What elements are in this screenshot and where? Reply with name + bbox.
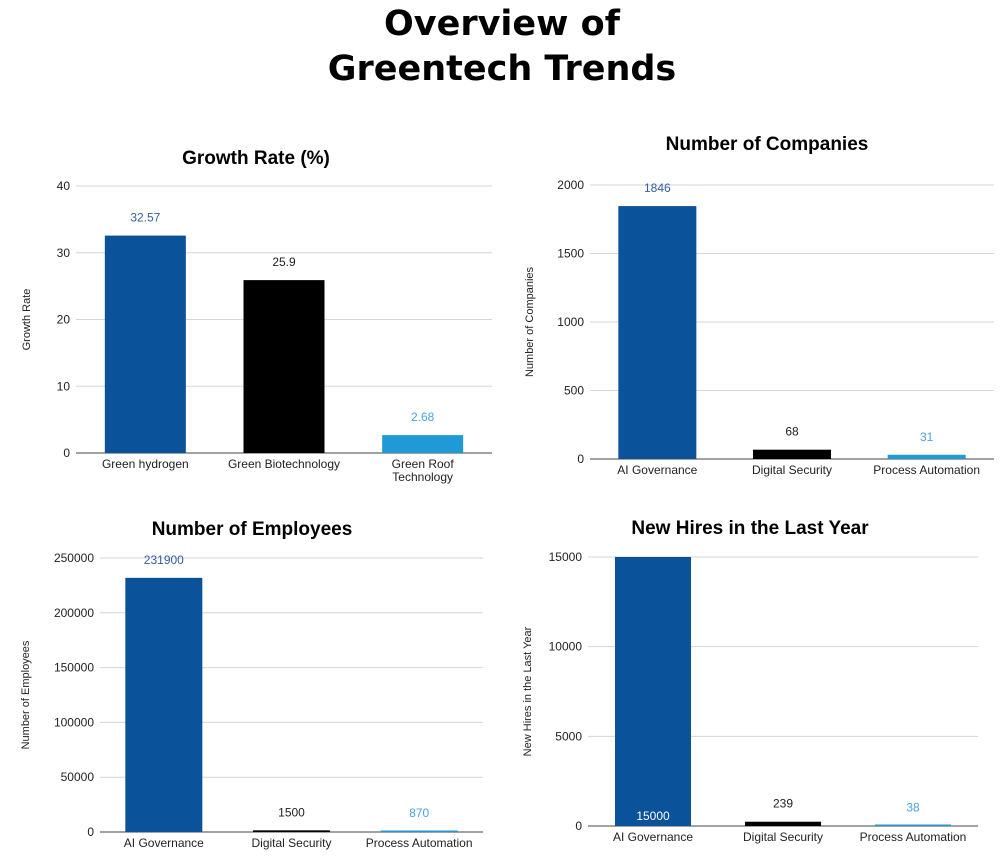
x-tick-label: Digital Security	[743, 830, 823, 844]
new-hires-chart: New Hires in the Last Year 0 5000 10000 1500…	[522, 518, 978, 844]
y-tick-label: 1500	[557, 247, 584, 261]
x-tick-label: Green Biotechnology	[228, 457, 340, 471]
chart-title: New Hires in the Last Year	[631, 518, 869, 539]
data-label: 1846	[644, 181, 671, 195]
number-of-employees-chart: Number of Employees 0 50000 100000 150000 200…	[20, 519, 483, 850]
x-tick-label: Process Automation	[366, 836, 473, 850]
y-tick-label: 40	[57, 179, 71, 193]
data-label: 38	[906, 800, 920, 814]
bar	[380, 830, 458, 832]
x-tick-label: AI Governance	[617, 463, 697, 477]
y-axis-label: New Hires in the Last Year	[522, 626, 534, 756]
y-tick-label: 100000	[54, 715, 94, 729]
chart-title: Number of Employees	[152, 519, 353, 540]
y-tick-label: 0	[63, 446, 70, 460]
bar	[253, 830, 330, 832]
y-tick-label: 10000	[549, 640, 583, 654]
data-label: 1500	[278, 805, 305, 819]
y-tick-label: 250000	[54, 551, 94, 565]
chart-title: Growth Rate (%)	[182, 148, 330, 169]
bar	[753, 449, 831, 459]
data-label: 870	[409, 806, 429, 820]
x-tick-label: Process Automation	[873, 463, 980, 477]
data-label: 68	[785, 425, 799, 439]
x-tick-label: Technology	[392, 470, 453, 484]
y-tick-label: 5000	[555, 729, 582, 743]
bar	[243, 280, 325, 453]
y-tick-label: 0	[87, 825, 94, 839]
y-tick-label: 20	[57, 313, 71, 327]
data-label: 239	[773, 797, 793, 811]
y-tick-label: 50000	[61, 770, 95, 784]
y-tick-label: 15000	[549, 550, 583, 564]
x-tick-label: Green hydrogen	[102, 457, 189, 471]
page-title-line-2: Greentech Trends	[327, 49, 677, 89]
bar	[615, 557, 691, 826]
data-label: 31	[920, 430, 934, 444]
y-tick-label: 30	[57, 246, 71, 260]
x-tick-label: AI Governance	[124, 836, 204, 850]
y-tick-label: 500	[564, 384, 584, 398]
y-axis-label: Number of Companies	[524, 266, 536, 377]
y-tick-label: 1000	[557, 315, 584, 329]
y-tick-label: 0	[577, 452, 584, 466]
bar	[875, 824, 951, 826]
bar	[618, 206, 697, 459]
y-tick-label: 10	[57, 379, 71, 393]
x-tick-label: Digital Security	[752, 463, 832, 477]
page-title: Overview of Greentech Trends	[0, 2, 1004, 92]
bar	[887, 454, 966, 459]
x-tick-label: Green Roof	[392, 457, 455, 471]
y-tick-label: 200000	[54, 606, 94, 620]
growth-rate-chart: Growth Rate (%) 0 10 20 30 40 Growth Rate Green…	[21, 148, 492, 484]
y-tick-label: 150000	[54, 661, 94, 675]
data-label: 15000	[636, 809, 670, 823]
data-label: 2.68	[411, 410, 435, 424]
y-axis-label: Growth Rate	[21, 289, 33, 351]
data-label: 25.9	[272, 255, 296, 269]
x-tick-label: AI Governance	[613, 830, 693, 844]
y-tick-label: 2000	[557, 178, 584, 192]
x-tick-label: Digital Security	[251, 836, 331, 850]
bar	[745, 821, 821, 826]
y-tick-label: 0	[575, 819, 582, 833]
page-title-line-1: Overview of	[384, 4, 620, 44]
data-label: 32.57	[130, 211, 160, 225]
bar	[125, 577, 203, 832]
bar	[104, 235, 186, 453]
number-of-companies-chart: Number of Companies 0 500 1000 1500 2000 Numbe…	[524, 134, 994, 477]
x-tick-label: Process Automation	[860, 830, 967, 844]
y-axis-label: Number of Employees	[20, 640, 32, 749]
bar	[382, 435, 464, 453]
data-label: 231900	[144, 553, 184, 567]
chart-title: Number of Companies	[666, 134, 869, 155]
